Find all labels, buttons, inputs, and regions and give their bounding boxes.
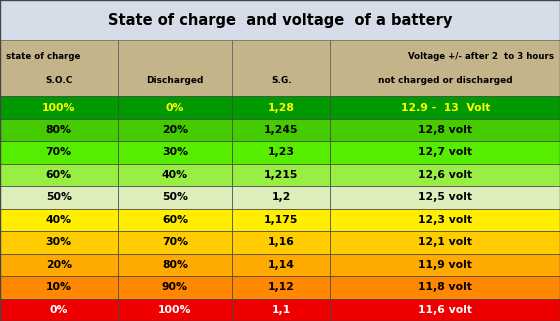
- Bar: [330, 231, 560, 254]
- Bar: [118, 299, 232, 321]
- Text: state of charge: state of charge: [6, 52, 80, 62]
- Bar: [232, 276, 330, 299]
- Bar: [118, 209, 232, 231]
- Text: 10%: 10%: [46, 282, 72, 292]
- Bar: [330, 186, 560, 209]
- Text: State of charge  and voltage  of a battery: State of charge and voltage of a battery: [108, 13, 452, 28]
- Bar: [232, 119, 330, 141]
- Bar: [232, 164, 330, 186]
- Text: 1,23: 1,23: [268, 147, 295, 158]
- Bar: [0, 164, 118, 186]
- Text: 0%: 0%: [166, 102, 184, 113]
- Text: 1,175: 1,175: [264, 215, 298, 225]
- Bar: [330, 119, 560, 141]
- Text: Discharged: Discharged: [146, 76, 204, 85]
- Text: S.O.C: S.O.C: [45, 76, 72, 85]
- Text: 11,8 volt: 11,8 volt: [418, 282, 472, 292]
- Text: not charged or discharged: not charged or discharged: [378, 76, 512, 85]
- Bar: [330, 164, 560, 186]
- Bar: [118, 40, 232, 96]
- Bar: [232, 40, 330, 96]
- Text: 90%: 90%: [162, 282, 188, 292]
- Text: 1,28: 1,28: [268, 102, 295, 113]
- Text: 12,3 volt: 12,3 volt: [418, 215, 472, 225]
- Bar: [0, 141, 118, 164]
- Bar: [232, 299, 330, 321]
- Text: 70%: 70%: [162, 237, 188, 247]
- Bar: [330, 254, 560, 276]
- Text: 30%: 30%: [46, 237, 72, 247]
- Text: 70%: 70%: [46, 147, 72, 158]
- Text: S.G.: S.G.: [271, 76, 292, 85]
- Text: 12,5 volt: 12,5 volt: [418, 192, 472, 203]
- Bar: [330, 209, 560, 231]
- Bar: [0, 119, 118, 141]
- Bar: [0, 209, 118, 231]
- Bar: [118, 141, 232, 164]
- Text: 0%: 0%: [49, 305, 68, 315]
- Text: 12,8 volt: 12,8 volt: [418, 125, 472, 135]
- Text: 60%: 60%: [162, 215, 188, 225]
- Bar: [0, 231, 118, 254]
- Bar: [330, 141, 560, 164]
- Bar: [0, 299, 118, 321]
- Bar: [0, 40, 560, 96]
- Text: 50%: 50%: [162, 192, 188, 203]
- Bar: [0, 276, 118, 299]
- Bar: [118, 254, 232, 276]
- Text: 12.9 -  13  Volt: 12.9 - 13 Volt: [400, 102, 490, 113]
- Text: 1,2: 1,2: [272, 192, 291, 203]
- Text: 1,245: 1,245: [264, 125, 298, 135]
- Bar: [232, 231, 330, 254]
- Text: 20%: 20%: [46, 260, 72, 270]
- Bar: [0, 0, 560, 40]
- Text: 40%: 40%: [162, 170, 188, 180]
- Text: 30%: 30%: [162, 147, 188, 158]
- Bar: [118, 276, 232, 299]
- Text: 80%: 80%: [162, 260, 188, 270]
- Bar: [330, 276, 560, 299]
- Bar: [232, 96, 330, 119]
- Text: 11,9 volt: 11,9 volt: [418, 260, 472, 270]
- Bar: [0, 254, 118, 276]
- Bar: [118, 96, 232, 119]
- Text: 11,6 volt: 11,6 volt: [418, 305, 472, 315]
- Bar: [232, 141, 330, 164]
- Text: 12,6 volt: 12,6 volt: [418, 170, 472, 180]
- Text: 20%: 20%: [162, 125, 188, 135]
- Text: 50%: 50%: [46, 192, 72, 203]
- Bar: [0, 186, 118, 209]
- Text: 1,1: 1,1: [272, 305, 291, 315]
- Bar: [330, 299, 560, 321]
- Text: 1,215: 1,215: [264, 170, 298, 180]
- Text: 100%: 100%: [158, 305, 192, 315]
- Text: 40%: 40%: [46, 215, 72, 225]
- Bar: [118, 186, 232, 209]
- Text: 12,7 volt: 12,7 volt: [418, 147, 472, 158]
- Text: 12,1 volt: 12,1 volt: [418, 237, 472, 247]
- Text: Voltage +/- after 2  to 3 hours: Voltage +/- after 2 to 3 hours: [408, 52, 554, 62]
- Text: 80%: 80%: [46, 125, 72, 135]
- Text: 1,16: 1,16: [268, 237, 295, 247]
- Text: 1,12: 1,12: [268, 282, 295, 292]
- Bar: [232, 186, 330, 209]
- Text: 60%: 60%: [46, 170, 72, 180]
- Bar: [0, 40, 118, 96]
- Bar: [118, 119, 232, 141]
- Bar: [118, 231, 232, 254]
- Text: 100%: 100%: [42, 102, 76, 113]
- Bar: [232, 254, 330, 276]
- Bar: [0, 96, 118, 119]
- Bar: [118, 164, 232, 186]
- Bar: [330, 40, 560, 96]
- Text: 1,14: 1,14: [268, 260, 295, 270]
- Bar: [330, 96, 560, 119]
- Bar: [232, 209, 330, 231]
